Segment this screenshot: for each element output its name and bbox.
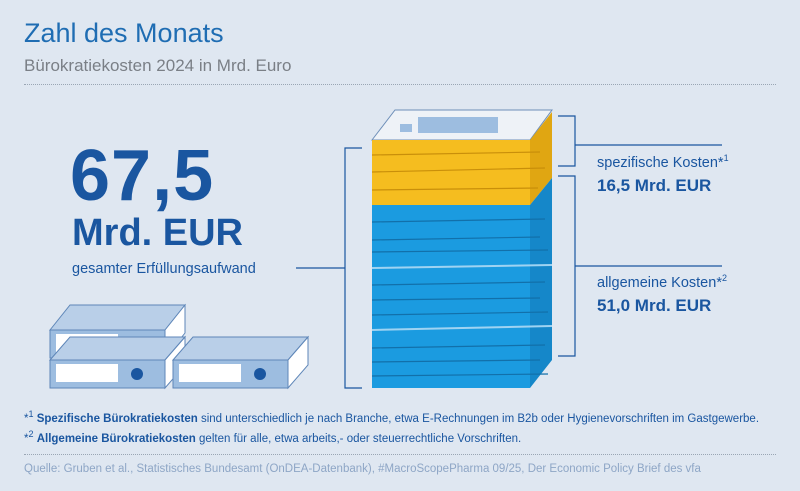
subtitle: Bürokratiekosten 2024 in Mrd. Euro (24, 56, 292, 75)
total-unit: Mrd. EUR (72, 212, 243, 254)
mark: * (716, 274, 722, 291)
sup: 1 (723, 153, 729, 163)
total-label: gesamter Erfüllungsaufwand (72, 261, 256, 277)
bold: Spezifische Bürokratiekosten (36, 412, 198, 425)
binders (48, 303, 310, 390)
source: Quelle: Gruben et al., Statistisches Bun… (24, 463, 701, 475)
bold: Allgemeine Bürokratiekosten (36, 432, 196, 445)
sup: 2 (721, 273, 727, 283)
label: spezifische Kosten (597, 154, 718, 171)
sup: 1 (28, 409, 34, 419)
segment-amount: 16,5 Mrd. EUR (597, 176, 712, 195)
title: Zahl des Monats (24, 18, 224, 48)
footnote: *1 Spezifische Bürokratiekosten sind unt… (24, 409, 759, 425)
label: allgemeine Kosten (597, 274, 717, 291)
mark: * (24, 432, 29, 445)
mark: * (717, 154, 724, 171)
mark: * (24, 412, 29, 425)
sup: 2 (28, 429, 34, 439)
brackets (296, 115, 722, 389)
text: sind unterschiedlich je nach Branche, et… (197, 412, 760, 425)
text: gelten für alle, etwa arbeits,- oder ste… (195, 432, 522, 445)
segment-label: allgemeine Kosten*2 (597, 273, 727, 291)
divider (24, 454, 776, 455)
segment-amount: 51,0 Mrd. EUR (597, 296, 712, 315)
paper-stack (370, 109, 553, 388)
footnote: *2 Allgemeine Bürokratiekosten gelten fü… (24, 429, 521, 445)
total-value: 67,5 (70, 136, 215, 216)
divider (24, 84, 776, 85)
segment-label: spezifische Kosten*1 (597, 153, 729, 171)
